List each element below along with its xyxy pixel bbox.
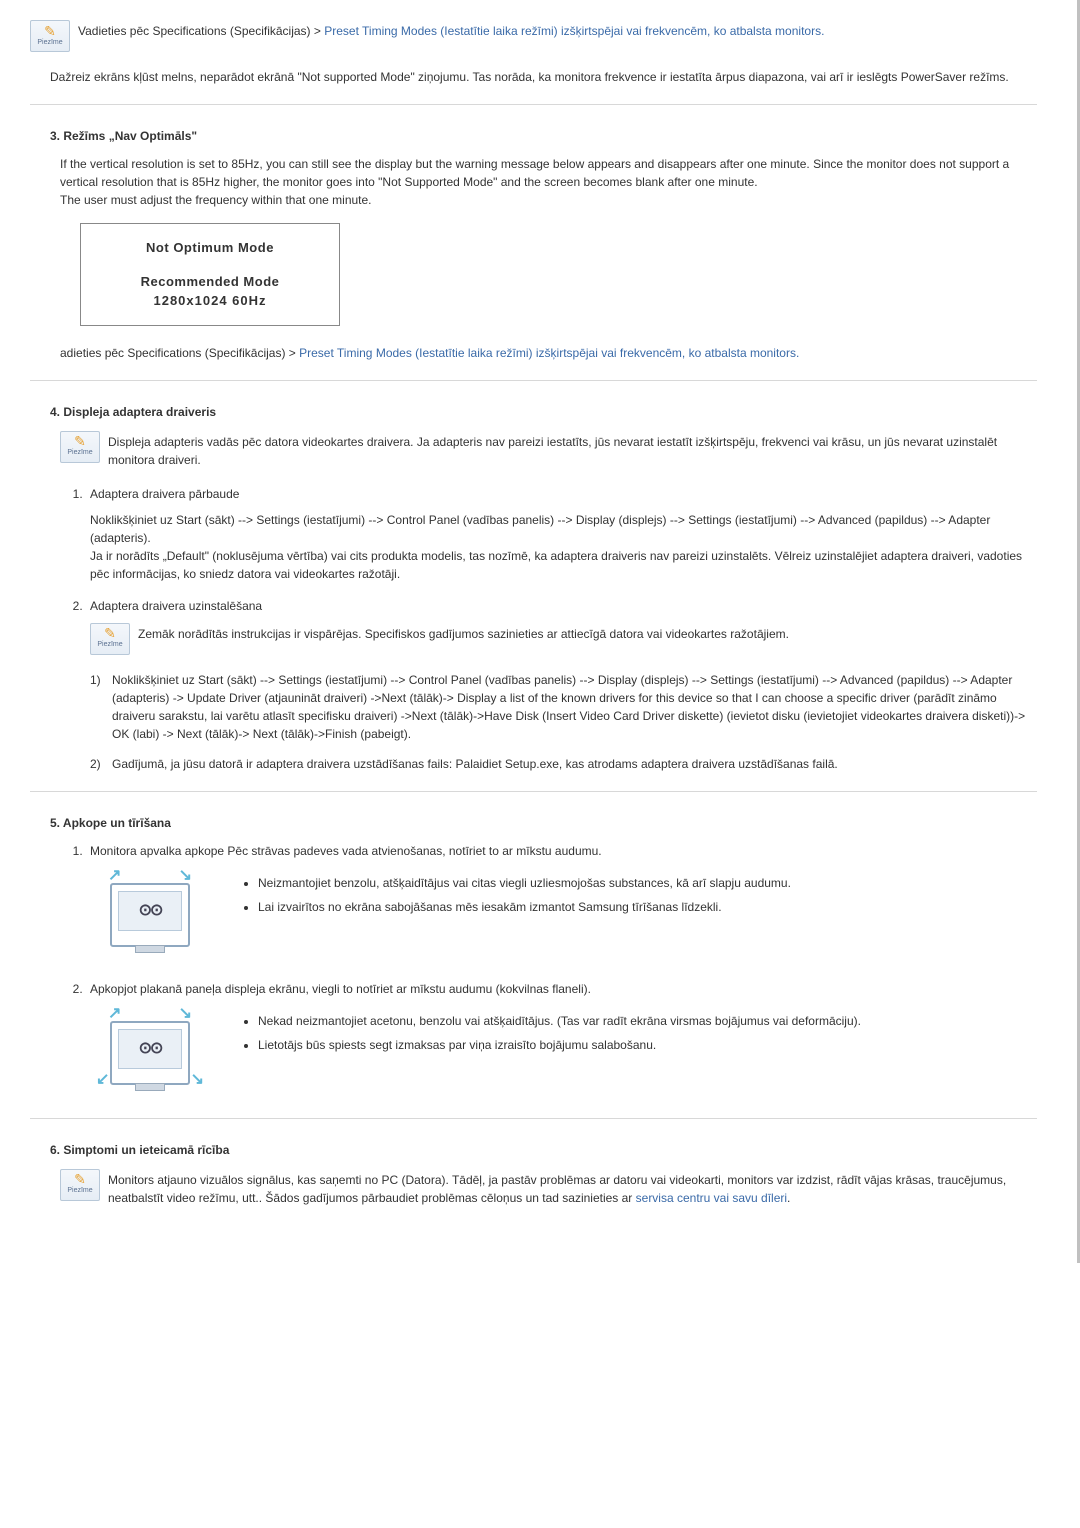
note-icon: ✎ Piezīme <box>90 623 130 655</box>
pin-icon: ✎ <box>74 1172 86 1186</box>
note-icon: ✎ Piezīme <box>60 1169 100 1201</box>
sec4-sub-1: 1)Noklikšķiniet uz Start (sākt) --> Sett… <box>90 671 1037 743</box>
pin-icon: ✎ <box>74 434 86 448</box>
note-prefix: Vadieties pēc Specifications (Specifikāc… <box>78 24 324 38</box>
sec4-item-1: Adaptera draivera pārbaude Noklikšķiniet… <box>86 485 1037 583</box>
monitor-stand <box>135 945 165 953</box>
sec4-item2-title: Adaptera draivera uzinstalēšana <box>90 597 1037 615</box>
section-5-title: 5. Apkope un tīrīšana <box>50 814 1037 832</box>
note-icon: ✎ Piezīme <box>60 431 100 463</box>
monitor-illustration: ↗ ↘ ↙ ↘ ⊙⊙ <box>90 1008 210 1098</box>
sec4-item2-note-text: Zemāk norādītās instrukcijas ir vispārēj… <box>138 623 1037 643</box>
mode-box-line1: Not Optimum Mode <box>99 238 321 258</box>
sec4-note-text: Displeja adapteris vadās pēc datora vide… <box>108 431 1037 469</box>
sec4-sub1-text: Noklikšķiniet uz Start (sākt) --> Settin… <box>112 673 1025 741</box>
sec6-note-post: . <box>787 1191 790 1205</box>
sec6-note-text: Monitors atjauno vizuālos signālus, kas … <box>108 1169 1037 1207</box>
arrow-icon: ↙ <box>96 1068 109 1092</box>
sec5-item-2: Apkopjot plakanā paneļa displeja ekrānu,… <box>86 980 1037 1098</box>
sec4-item1-body: Noklikšķiniet uz Start (sākt) --> Settin… <box>90 511 1037 583</box>
sec4-item1-title: Adaptera draivera pārbaude <box>90 485 1037 503</box>
bullets-2: Nekad neizmantojiet acetonu, benzolu vai… <box>258 1012 1037 1054</box>
sec4-list: Adaptera draivera pārbaude Noklikšķiniet… <box>86 485 1037 773</box>
note-icon-label: Piezīme <box>67 1186 92 1197</box>
note-icon-label: Piezīme <box>37 38 62 49</box>
sec5-item2-title: Apkopjot plakanā paneļa displeja ekrānu,… <box>90 980 1037 998</box>
note-block: ✎ Piezīme Vadieties pēc Specifications (… <box>30 20 1037 52</box>
care-row-2: ↗ ↘ ↙ ↘ ⊙⊙ Nekad neizmantojiet acetonu, … <box>90 1008 1037 1098</box>
sec3-para1: If the vertical resolution is set to 85H… <box>60 155 1037 191</box>
monitor-screen: ⊙⊙ <box>118 1029 182 1069</box>
sec4-sublist: 1)Noklikšķiniet uz Start (sākt) --> Sett… <box>90 671 1037 773</box>
sec5-item1-title: Monitora apvalka apkope Pēc strāvas pade… <box>90 842 1037 860</box>
bullet: Nekad neizmantojiet acetonu, benzolu vai… <box>258 1012 1037 1030</box>
monitor-screen: ⊙⊙ <box>118 891 182 931</box>
monitor-frame: ⊙⊙ <box>110 883 190 947</box>
note-text: Vadieties pēc Specifications (Specifikāc… <box>78 20 1037 40</box>
sec3-after-pre: adieties pēc Specifications (Specifikāci… <box>60 346 299 360</box>
sec3-para2: The user must adjust the frequency withi… <box>60 191 1037 209</box>
sec5-list: Monitora apvalka apkope Pēc strāvas pade… <box>86 842 1037 1098</box>
note-icon: ✎ Piezīme <box>30 20 70 52</box>
care-row-1: ↗ ↘ ⊙⊙ Neizmantojiet benzolu, atšķaidītā… <box>90 870 1037 960</box>
monitor-stand <box>135 1083 165 1091</box>
bullet: Neizmantojiet benzolu, atšķaidītājus vai… <box>258 874 1037 892</box>
sec6-note: ✎ Piezīme Monitors atjauno vizuālos sign… <box>60 1169 1037 1207</box>
note-link[interactable]: Preset Timing Modes (Iestatītie laika re… <box>324 24 824 38</box>
sec4-item2-note: ✎ Piezīme Zemāk norādītās instrukcijas i… <box>90 623 1037 655</box>
paragraph: Dažreiz ekrāns kļūst melns, neparādot ek… <box>50 68 1037 86</box>
separator <box>30 791 1037 792</box>
sec4-sub2-text: Gadījumā, ja jūsu datorā ir adaptera dra… <box>112 757 838 771</box>
arrow-icon: ↘ <box>191 1068 204 1092</box>
separator <box>30 1118 1037 1119</box>
mode-box-line3: 1280x1024 60Hz <box>99 291 321 311</box>
section-6-title: 6. Simptomi un ieteicamā rīcība <box>50 1141 1037 1159</box>
sec3-after: adieties pēc Specifications (Specifikāci… <box>60 344 1037 362</box>
sec6-note-pre: Monitors atjauno vizuālos signālus, kas … <box>108 1173 1006 1205</box>
section-4-title: 4. Displeja adaptera draiveris <box>50 403 1037 421</box>
bullets-1: Neizmantojiet benzolu, atšķaidītājus vai… <box>258 874 1037 916</box>
separator <box>30 104 1037 105</box>
care-text-2: Nekad neizmantojiet acetonu, benzolu vai… <box>240 1008 1037 1060</box>
note-icon-label: Piezīme <box>67 448 92 459</box>
separator <box>30 380 1037 381</box>
sec6-note-link[interactable]: servisa centru vai savu dīleri <box>636 1191 787 1205</box>
sec5-item-1: Monitora apvalka apkope Pēc strāvas pade… <box>86 842 1037 960</box>
bullet: Lai izvairītos no ekrāna sabojāšanas mēs… <box>258 898 1037 916</box>
note-icon-label: Piezīme <box>97 640 122 651</box>
sec3-after-link[interactable]: Preset Timing Modes (Iestatītie laika re… <box>299 346 799 360</box>
care-text-1: Neizmantojiet benzolu, atšķaidītājus vai… <box>240 870 1037 922</box>
pin-icon: ✎ <box>44 24 56 38</box>
section-3-title: 3. Režīms „Nav Optimāls" <box>50 127 1037 145</box>
monitor-illustration: ↗ ↘ ⊙⊙ <box>90 870 210 960</box>
mode-box-line2: Recommended Mode <box>99 272 321 292</box>
sec4-item-2: Adaptera draivera uzinstalēšana ✎ Piezīm… <box>86 597 1037 773</box>
mode-warning-box: Not Optimum Mode Recommended Mode 1280x1… <box>80 223 340 326</box>
sec4-note: ✎ Piezīme Displeja adapteris vadās pēc d… <box>60 431 1037 469</box>
monitor-frame: ⊙⊙ <box>110 1021 190 1085</box>
bullet: Lietotājs būs spiests segt izmaksas par … <box>258 1036 1037 1054</box>
sec4-sub-2: 2)Gadījumā, ja jūsu datorā ir adaptera d… <box>90 755 1037 773</box>
pin-icon: ✎ <box>104 626 116 640</box>
